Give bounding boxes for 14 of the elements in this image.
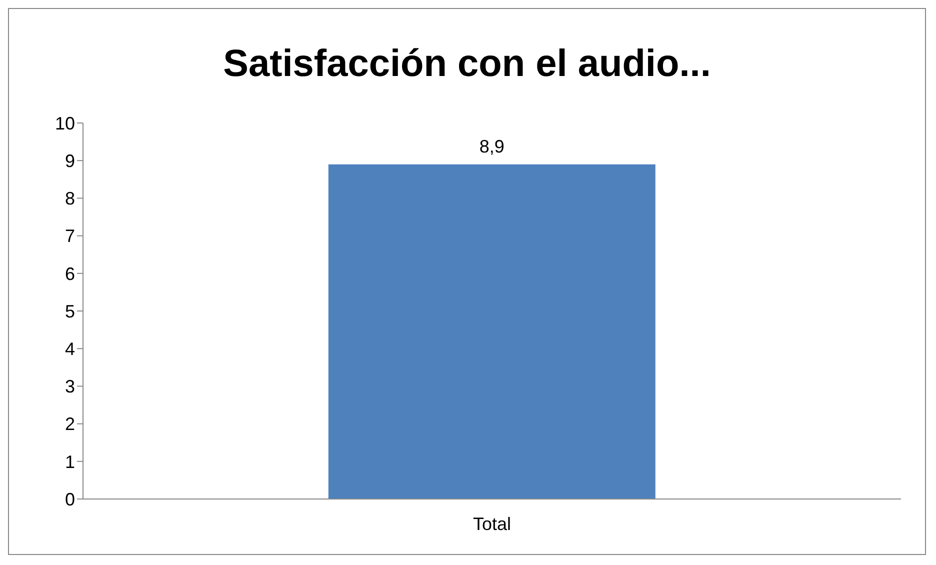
y-tick-label: 1 (64, 452, 75, 472)
y-tick-label: 5 (64, 301, 75, 322)
x-tick-label: Total (472, 514, 512, 534)
y-tick-label: 9 (64, 150, 75, 171)
y-tick-label: 3 (64, 376, 75, 397)
y-tick-label: 10 (54, 113, 75, 134)
y-tick-label: 2 (64, 414, 75, 434)
y-tick-label: 6 (64, 264, 75, 284)
data-label: 8,9 (479, 136, 504, 156)
chart-title: Satisfacción con el audio... (222, 42, 712, 87)
y-tick-label: 7 (64, 226, 75, 246)
y-tick-label: 0 (64, 489, 75, 510)
y-tick-label: 8 (64, 188, 75, 209)
y-tick-label: 4 (64, 338, 75, 359)
